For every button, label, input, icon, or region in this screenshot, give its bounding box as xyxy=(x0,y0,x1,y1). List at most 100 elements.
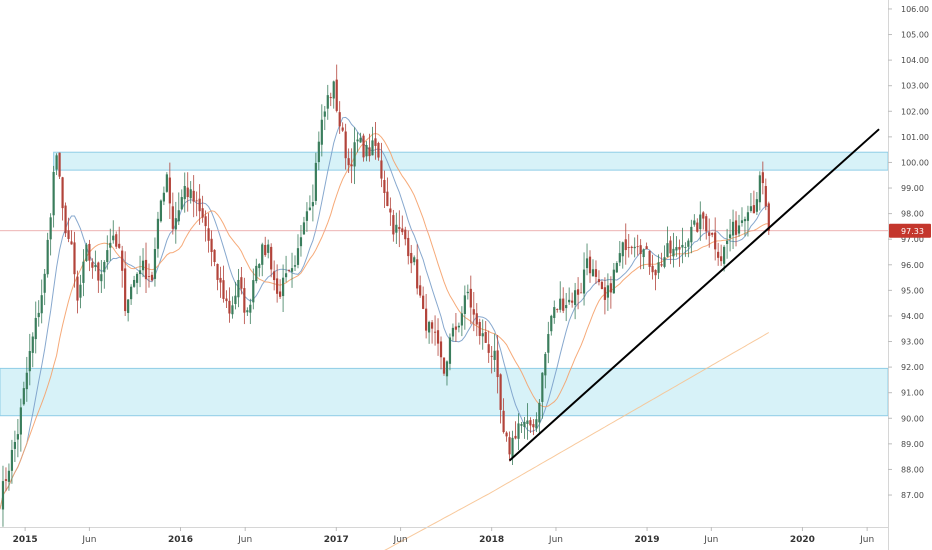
candle-body xyxy=(198,198,201,212)
candle-body xyxy=(490,355,493,357)
candle-body xyxy=(350,164,353,167)
candle-body xyxy=(511,437,514,458)
candle-body xyxy=(609,283,612,293)
candle-body xyxy=(407,237,410,257)
candle-body xyxy=(419,285,422,296)
candle-body xyxy=(106,250,109,263)
candle-body xyxy=(728,234,732,239)
lower-support-zone[interactable] xyxy=(0,367,889,417)
candle-body xyxy=(752,205,756,214)
price-tick-label: 90.00 xyxy=(901,414,924,423)
candle-body xyxy=(183,185,186,200)
candle-body xyxy=(34,317,37,340)
time-axis[interactable]: 2015 Jun 2016 Jun 2017 Jun 2018 Jun 2019 Jun 2020 J… xyxy=(13,527,875,545)
candle-body xyxy=(529,420,532,426)
candle-body xyxy=(541,372,544,402)
candle-body xyxy=(699,214,702,230)
price-tick-label: 89.00 xyxy=(901,440,924,449)
candle-body xyxy=(323,111,326,117)
candle-body xyxy=(439,341,443,358)
candle-body xyxy=(329,97,332,99)
candle-body xyxy=(562,298,565,311)
candle-body xyxy=(180,197,183,210)
candle-body xyxy=(535,419,538,429)
candle-body xyxy=(362,135,365,158)
candle-body xyxy=(484,332,487,343)
candle-body xyxy=(743,219,747,222)
candle-body xyxy=(43,273,46,293)
candle-body xyxy=(258,264,261,269)
candle-body xyxy=(448,337,452,364)
price-axis[interactable]: 87.00 88.00 89.00 90.00 91.00 92.00 93.00 94.00… xyxy=(888,5,929,500)
candle-body xyxy=(714,232,717,250)
candle-body xyxy=(669,240,672,254)
candle-body xyxy=(377,143,380,158)
candle-body xyxy=(141,260,145,271)
candle-body xyxy=(550,315,553,332)
candle-body xyxy=(544,353,547,376)
candle-body xyxy=(284,273,288,278)
candle-body xyxy=(37,312,40,318)
candle-body xyxy=(314,162,317,201)
candle-body xyxy=(94,265,97,267)
candle-body xyxy=(678,246,681,250)
candle-body xyxy=(717,251,720,258)
candle-body xyxy=(189,189,192,199)
candle-body xyxy=(371,140,374,156)
candle-body xyxy=(708,232,711,236)
candle-body xyxy=(308,207,312,211)
trendline[interactable] xyxy=(508,128,880,462)
candle-body xyxy=(177,210,180,222)
candle-body xyxy=(240,277,243,289)
candle-body xyxy=(353,142,356,167)
candle-body xyxy=(654,269,657,276)
time-tick-label: Jun xyxy=(703,535,718,545)
price-tick-label: 95.00 xyxy=(901,286,924,295)
candle-body xyxy=(642,249,645,258)
candle-body xyxy=(603,287,607,300)
candle-body xyxy=(428,321,431,333)
candle-body xyxy=(19,407,22,435)
candle-body xyxy=(672,248,675,257)
candle-body xyxy=(618,253,621,263)
price-tick-label: 92.00 xyxy=(901,363,924,372)
candle-body xyxy=(326,95,329,109)
candle-body xyxy=(433,331,437,333)
candle-body xyxy=(508,437,511,455)
time-tick-label: Jun xyxy=(237,535,252,545)
candle-body xyxy=(195,200,198,202)
candle-body xyxy=(64,205,67,234)
candle-body xyxy=(144,259,148,280)
candle-body xyxy=(606,285,609,298)
candle-body xyxy=(279,291,282,297)
candle-body xyxy=(204,216,207,227)
candle-body xyxy=(576,289,580,295)
candle-body xyxy=(222,280,225,299)
candle-body xyxy=(648,250,651,267)
candle-body xyxy=(425,308,428,331)
candle-body xyxy=(332,81,335,99)
candle-body xyxy=(401,228,404,233)
candle-body xyxy=(255,265,258,282)
candle-body xyxy=(344,131,347,159)
candle-body xyxy=(526,420,529,424)
candle-body xyxy=(368,147,371,157)
candle-body xyxy=(186,187,189,198)
candle-body xyxy=(216,263,219,280)
candle-body xyxy=(159,200,163,222)
candle-body xyxy=(85,244,88,262)
price-tick-label: 106.00 xyxy=(901,5,929,14)
candle-body xyxy=(16,434,19,440)
candle-body xyxy=(651,265,654,273)
candle-body xyxy=(79,284,82,298)
candle-body xyxy=(460,313,463,326)
candle-body xyxy=(55,155,58,170)
candle-body xyxy=(764,186,767,207)
candle-body xyxy=(597,279,601,283)
candle-body xyxy=(725,240,729,245)
candle-body xyxy=(293,265,297,267)
candle-body xyxy=(478,322,481,336)
candle-body xyxy=(82,261,85,283)
candle-body xyxy=(445,361,449,377)
